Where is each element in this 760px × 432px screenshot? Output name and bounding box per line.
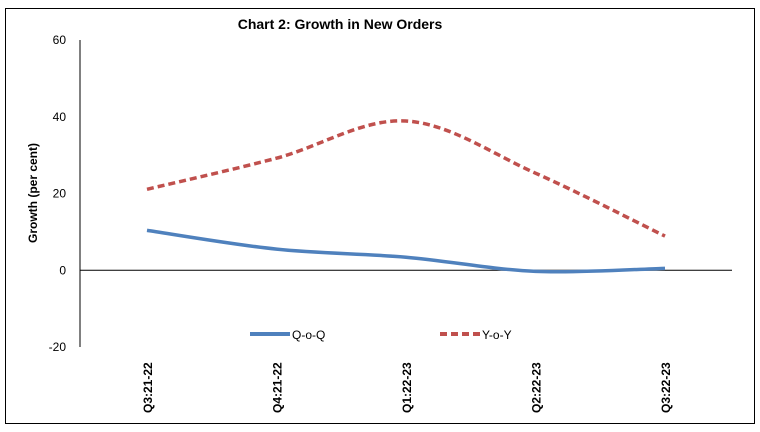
y-tick-label: 60 (53, 33, 67, 47)
legend-label: Q-o-Q (292, 328, 325, 342)
series-line-q-o-q (146, 228, 666, 274)
y-tick-label: -20 (49, 340, 67, 354)
x-tick-label: Q1:22-23 (400, 362, 414, 413)
legend-label: Y-o-Y (482, 328, 512, 342)
y-tick-label: 0 (59, 263, 66, 277)
chart-frame (5, 8, 755, 424)
series-line-y-o-y (146, 119, 666, 238)
y-axis-label: Growth (per cent) (26, 143, 40, 243)
x-tick-label: Q4:21-22 (271, 362, 285, 413)
x-tick-label: Q3:21-22 (141, 362, 155, 413)
y-tick-label: 40 (53, 110, 67, 124)
y-tick-label: 20 (53, 187, 67, 201)
chart-title: Chart 2: Growth in New Orders (238, 16, 443, 32)
x-tick-label: Q3:22-23 (659, 362, 673, 413)
x-tick-label: Q2:22-23 (530, 362, 544, 413)
